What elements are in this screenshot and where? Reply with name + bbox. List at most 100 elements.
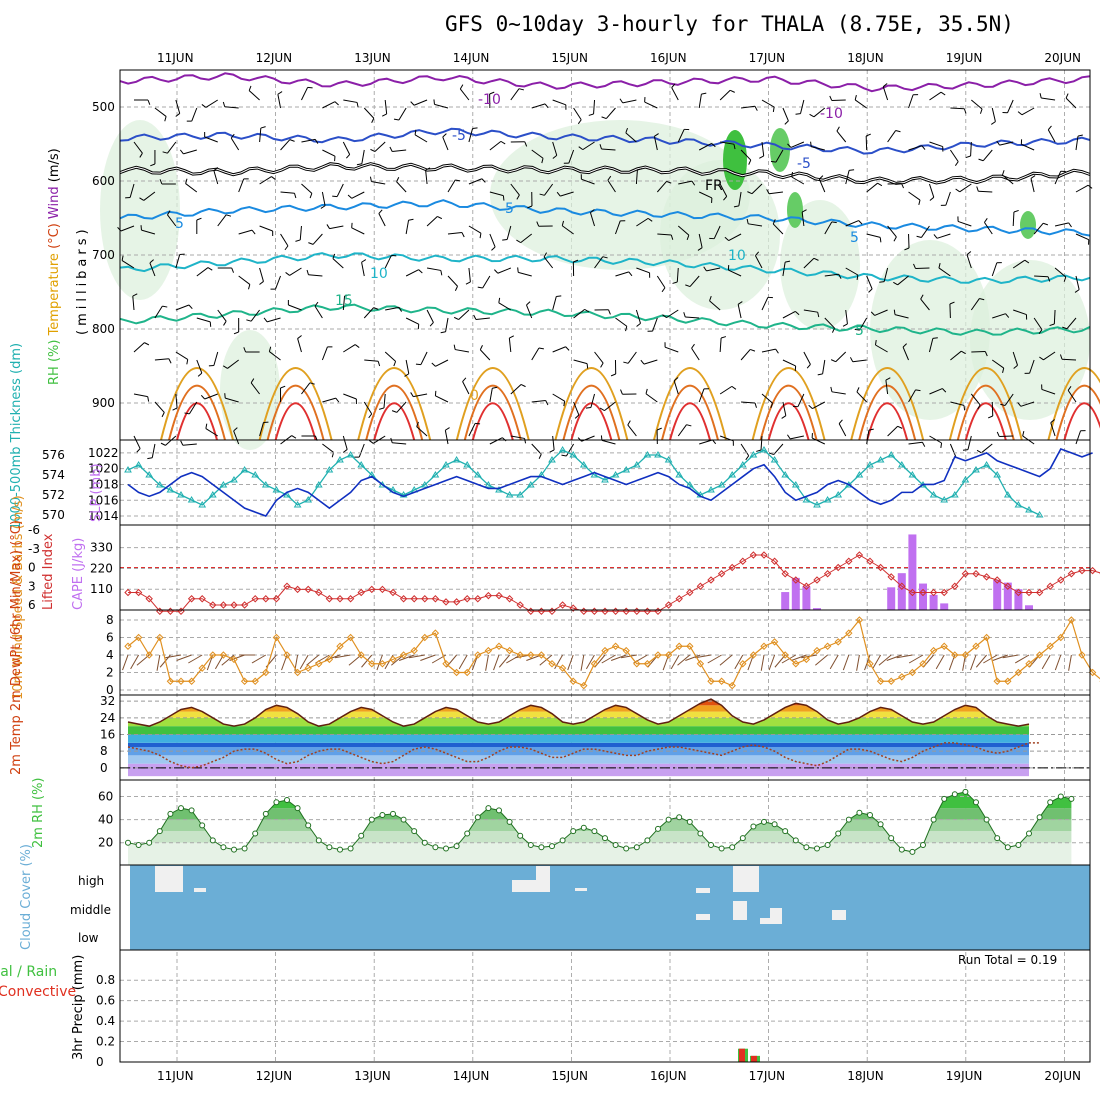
- rh-point: [739, 835, 746, 842]
- upper-wind-barb-flag: [620, 389, 623, 395]
- upper-wind-barb: [908, 389, 916, 403]
- upper-wind-barb-flag: [933, 234, 938, 239]
- thickness-point: [325, 466, 334, 473]
- upper-wind-barb-flag: [856, 387, 860, 393]
- upper-wind-barb: [1053, 309, 1056, 325]
- upper-wind-barb: [364, 359, 379, 362]
- upper-wind-barb-flag: [720, 336, 727, 339]
- wind10-barb: [908, 654, 924, 664]
- wind10-speed-point: [802, 655, 811, 664]
- wind10-speed-point: [272, 633, 281, 642]
- li-point: [124, 588, 132, 597]
- li-point: [463, 595, 471, 603]
- upper-wind-barb-flag: [200, 394, 206, 400]
- slp-tick-label: 1022: [88, 446, 119, 460]
- upper-wind-barb-flag: [941, 388, 947, 393]
- upper-wind-barb: [213, 351, 219, 366]
- upper-wind-barb: [699, 439, 713, 445]
- upper-wind-barb-flag: [342, 449, 348, 453]
- li-point: [1025, 588, 1033, 597]
- upper-wind-barb-flag: [794, 311, 800, 316]
- contour-label: FR: [705, 178, 723, 194]
- upper-wind-barb-flag: [637, 168, 643, 171]
- upper-wind-barb-flag: [561, 454, 567, 457]
- upper-wind-barb: [741, 105, 756, 109]
- li-point: [855, 551, 864, 559]
- wind10-speed-point: [315, 660, 323, 668]
- upper-wind-barb-flag: [904, 247, 910, 251]
- upper-wind-barb-flag: [517, 267, 519, 273]
- upper-wind-barb: [552, 393, 565, 402]
- upper-wind-barb-flag: [830, 359, 836, 363]
- upper-wind-barb-flag: [226, 214, 232, 217]
- upper-wind-barb-flag: [754, 402, 757, 408]
- cape-bar: [993, 579, 1002, 610]
- upper-wind-barb-flag: [1024, 259, 1030, 264]
- rh-point: [464, 830, 471, 837]
- upper-wind-barb: [351, 191, 365, 199]
- upper-wind-barb-flag: [772, 219, 776, 225]
- upper-wind-barb: [552, 141, 558, 156]
- li-point: [876, 563, 885, 572]
- slp-series-line: [127, 447, 1093, 518]
- upper-wind-barb: [929, 141, 943, 148]
- upper-wind-barb: [945, 191, 951, 206]
- upper-wind-barb-flag: [268, 346, 272, 352]
- surface-warm-contour: [357, 367, 432, 441]
- upper-wind-barb: [413, 99, 428, 106]
- upper-wind-barb-flag: [656, 427, 662, 431]
- isotherm-line: [119, 303, 1091, 336]
- upper-wind-barb: [664, 346, 679, 353]
- upper-ylabel: RH (%) Temperature (°C) Wind (m/s): [47, 148, 62, 385]
- upper-wind-barb-flag: [213, 167, 219, 171]
- upper-wind-barb-flag: [683, 312, 686, 318]
- wind10-barb: [734, 654, 744, 670]
- upper-wind-barb: [894, 314, 909, 319]
- rh-point: [146, 839, 153, 846]
- rh-point: [337, 846, 343, 853]
- rh-color-band: [128, 831, 1072, 843]
- rh-point: [1036, 814, 1043, 821]
- rh-point: [262, 810, 269, 817]
- upper-wind-barb-flag: [723, 196, 728, 201]
- rh-point: [877, 821, 884, 828]
- dewpoint-series-line: [127, 742, 1040, 769]
- wind10-speed-point: [664, 651, 673, 659]
- wind10-speed-point: [686, 642, 694, 650]
- thickness-point: [569, 451, 578, 458]
- x-tick-label-top: 12JUN: [256, 51, 293, 65]
- upper-wind-barb: [444, 430, 449, 445]
- cloud-block: [733, 901, 747, 920]
- upper-wind-barb-flag: [901, 183, 905, 189]
- upper-wind-barb: [259, 422, 264, 437]
- upper-wind-barb-flag: [654, 133, 659, 137]
- wind10-speed-point: [792, 660, 800, 668]
- upper-wind-barb: [782, 107, 789, 122]
- wind10-speed-point: [166, 677, 175, 685]
- upper-wind-barb: [425, 170, 428, 185]
- precip-tick-label: 0: [96, 1055, 104, 1069]
- upper-wind-barb-flag: [737, 301, 743, 305]
- rh-point: [188, 807, 195, 814]
- wind10-speed-point: [389, 655, 397, 664]
- contour-label: 5: [175, 216, 184, 232]
- upper-wind-barb-flag: [263, 317, 268, 323]
- upper-wind-barb: [1066, 317, 1077, 330]
- upper-wind-barb: [396, 401, 407, 413]
- wind10-barb: [781, 654, 797, 664]
- wind10-barb: [580, 654, 585, 671]
- upper-wind-barb: [782, 310, 796, 319]
- surface-warm-contour: [669, 402, 711, 441]
- upper-wind-barb: [573, 401, 580, 416]
- upper-wind-barb-flag: [222, 365, 228, 369]
- upper-wind-barb: [289, 267, 302, 276]
- wind10-barb: [156, 654, 161, 671]
- upper-wind-barb: [874, 309, 888, 316]
- thickness-point: [420, 481, 429, 488]
- wind-tick-label: 4: [106, 648, 114, 662]
- slp-tick-label: 1018: [88, 477, 119, 491]
- upper-wind-barb-flag: [578, 146, 584, 151]
- upper-wind-barb: [133, 141, 143, 154]
- wind10-speed-point: [590, 660, 599, 668]
- wind10-speed-point: [982, 633, 991, 642]
